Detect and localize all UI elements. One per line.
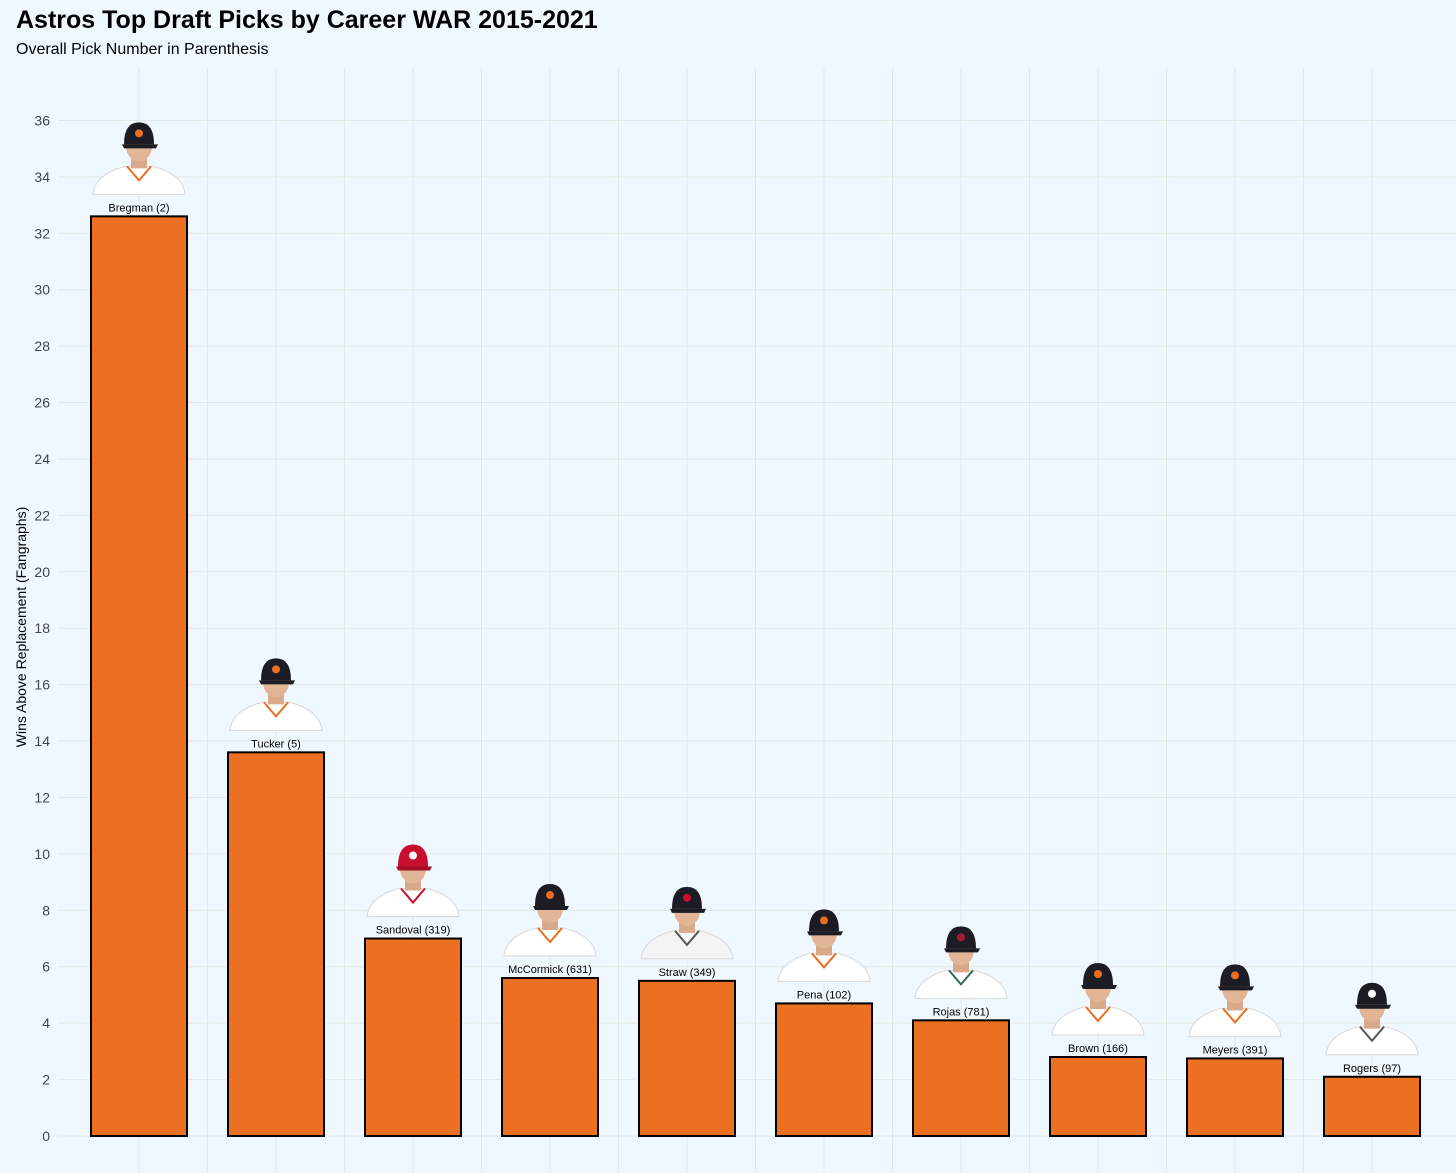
player-headshot <box>1325 982 1419 1056</box>
y-tick-label: 18 <box>34 620 50 636</box>
bar <box>638 979 736 1137</box>
chart-title: Astros Top Draft Picks by Career WAR 201… <box>16 6 598 34</box>
bar <box>90 215 188 1137</box>
y-tick-label: 12 <box>34 789 50 805</box>
bar <box>227 751 325 1137</box>
player-headshot <box>1188 964 1282 1037</box>
bar <box>364 937 462 1138</box>
y-tick-label: 6 <box>42 959 50 975</box>
bar-label: McCormick (631) <box>508 964 592 976</box>
bar-label: Pena (102) <box>797 989 851 1001</box>
y-tick-label: 34 <box>34 169 50 185</box>
player-headshot <box>640 886 734 960</box>
chart-subtitle: Overall Pick Number in Parenthesis <box>16 41 269 58</box>
bar-label: Rojas (781) <box>933 1006 990 1018</box>
bar-label: Rogers (97) <box>1343 1063 1401 1075</box>
bar <box>1186 1057 1284 1137</box>
y-tick-label: 10 <box>34 846 50 862</box>
y-tick-label: 14 <box>34 733 50 749</box>
y-tick-label: 30 <box>34 282 50 298</box>
player-headshot <box>503 884 597 957</box>
y-tick-label: 20 <box>34 564 50 580</box>
player-headshot <box>777 909 871 982</box>
bars-layer: Bregman (2) Tucker (5) Sandoval (319) McCor… <box>90 202 1421 1138</box>
player-headshot <box>229 658 323 731</box>
bar <box>1323 1075 1421 1138</box>
bar-label: Tucker (5) <box>251 738 301 750</box>
bar-label: Meyers (391) <box>1203 1044 1268 1056</box>
player-photos-layer <box>92 122 1419 1056</box>
y-tick-label: 4 <box>42 1015 50 1031</box>
bar <box>501 977 599 1137</box>
player-headshot <box>366 844 460 918</box>
y-tick-label: 28 <box>34 338 50 354</box>
y-axis-label: Wins Above Replacement (Fangraphs) <box>13 507 29 747</box>
bar-label: Straw (349) <box>659 967 716 979</box>
bar <box>912 1019 1010 1137</box>
y-tick-label: 36 <box>34 112 50 128</box>
bar-label: Brown (166) <box>1068 1043 1128 1055</box>
y-tick-label: 2 <box>42 1072 50 1088</box>
y-tick-label: 24 <box>34 451 50 467</box>
bar <box>1049 1056 1147 1137</box>
y-tick-label: 0 <box>42 1128 50 1144</box>
y-tick-label: 22 <box>34 507 50 523</box>
bar-label: Sandoval (319) <box>376 925 451 937</box>
y-tick-label: 26 <box>34 395 50 411</box>
player-headshot <box>92 122 186 195</box>
player-headshot <box>1051 963 1145 1036</box>
y-tick-label: 8 <box>42 902 50 918</box>
bar <box>775 1002 873 1138</box>
y-tick-label: 32 <box>34 225 50 241</box>
bar-label: Bregman (2) <box>108 202 169 214</box>
y-tick-label: 16 <box>34 677 50 693</box>
player-headshot <box>914 926 1008 999</box>
